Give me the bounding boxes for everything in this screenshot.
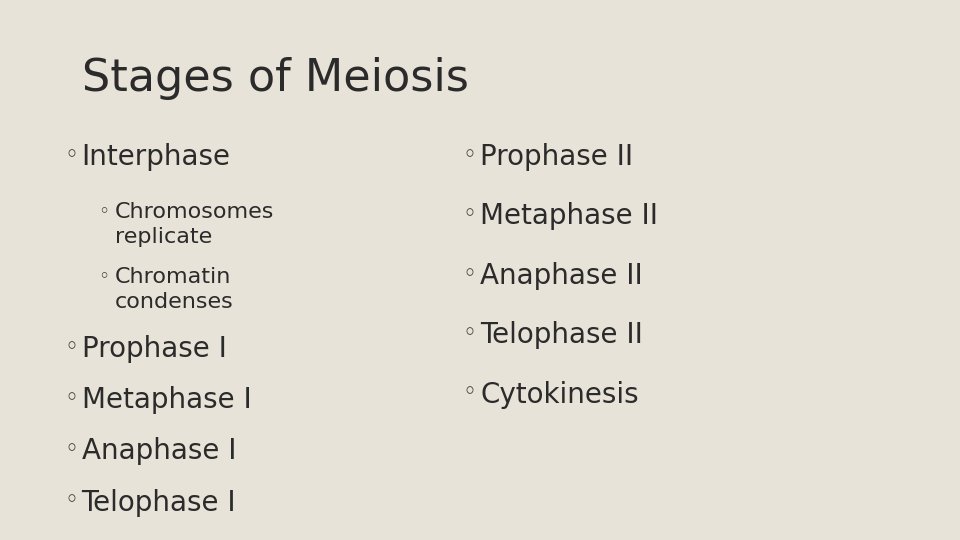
Text: ◦: ◦ [64,437,78,461]
Text: Anaphase I: Anaphase I [82,437,236,465]
Text: Stages of Meiosis: Stages of Meiosis [82,57,468,100]
Text: Metaphase II: Metaphase II [480,202,658,231]
Text: ◦: ◦ [463,381,476,404]
Text: Telophase II: Telophase II [480,321,643,349]
Text: Anaphase II: Anaphase II [480,262,643,290]
Text: Chromatin
condenses: Chromatin condenses [115,267,234,312]
Text: ◦: ◦ [64,335,78,359]
Text: ◦: ◦ [463,143,476,167]
Text: Telophase I: Telophase I [82,489,236,517]
Text: ◦: ◦ [64,386,78,410]
Text: ◦: ◦ [463,202,476,226]
Text: Interphase: Interphase [82,143,230,171]
Text: Chromosomes
replicate: Chromosomes replicate [115,202,275,247]
Text: ◦: ◦ [98,267,109,286]
Text: ◦: ◦ [463,262,476,286]
Text: ◦: ◦ [64,143,78,167]
Text: Prophase I: Prophase I [82,335,227,363]
Text: ◦: ◦ [463,321,476,345]
Text: ◦: ◦ [64,489,78,512]
Text: Metaphase I: Metaphase I [82,386,252,414]
Text: Cytokinesis: Cytokinesis [480,381,638,409]
Text: Prophase II: Prophase II [480,143,634,171]
Text: ◦: ◦ [98,202,109,221]
